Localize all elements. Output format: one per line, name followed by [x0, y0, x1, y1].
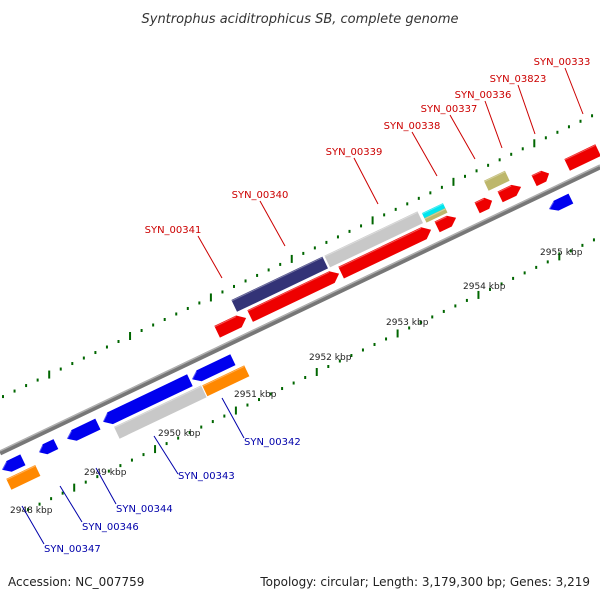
- gene-red-5[interactable]: [474, 197, 493, 214]
- gene-label-syn-00336[interactable]: SYN_00336: [455, 90, 512, 101]
- gene-blue-4[interactable]: [38, 439, 59, 455]
- gene-blue-1-highlight: [191, 371, 197, 381]
- leader-line-syn-03823: [517, 84, 536, 135]
- gene-blue-5-highlight: [1, 461, 7, 472]
- scale-label-2952: 2952 kbp: [309, 353, 352, 363]
- gene-label-syn-00341[interactable]: SYN_00341: [145, 225, 202, 236]
- gene-label-syn-03823[interactable]: SYN_03823: [490, 74, 547, 85]
- gene-red-4[interactable]: [434, 215, 457, 233]
- gene-orange-1[interactable]: [202, 365, 250, 397]
- gene-navy-1-highlight: [231, 257, 323, 302]
- gene-cyan-1-highlight: [421, 203, 444, 215]
- leader-line-syn-00337: [449, 114, 476, 160]
- leader-line-syn-00338: [411, 131, 438, 177]
- gene-red-8[interactable]: [564, 144, 600, 171]
- accession-text: Accession: NC_007759: [8, 575, 144, 589]
- genome-info-text: Topology: circular; Length: 3,179,300 bp…: [259, 575, 590, 589]
- genome-backbone: [0, 164, 600, 456]
- gene-blue-2[interactable]: [102, 374, 193, 425]
- gene-red-3[interactable]: [338, 227, 432, 279]
- gene-red-1-highlight: [214, 316, 237, 328]
- gene-label-syn-00339[interactable]: SYN_00339: [326, 147, 383, 158]
- gene-blue-2-highlight: [102, 413, 108, 423]
- genome-backbone-highlight: [0, 164, 600, 452]
- gene-blue-1[interactable]: [191, 354, 236, 382]
- gene-red-8-highlight: [564, 144, 596, 161]
- gene-blue-4-highlight: [38, 445, 44, 454]
- scale-label-2953: 2953 kbp: [386, 318, 429, 328]
- scale-label-2948: 2948 kbp: [10, 506, 53, 516]
- gene-cyan-1[interactable]: [421, 203, 446, 219]
- gene-gray-1[interactable]: [324, 211, 423, 268]
- gene-gray-1-highlight: [324, 211, 418, 258]
- gene-label-syn-00347[interactable]: SYN_00347: [44, 544, 101, 555]
- gene-red-2[interactable]: [247, 271, 340, 322]
- tick-marks: [2, 114, 595, 512]
- leader-line-syn-00342: [221, 397, 245, 439]
- gene-label-syn-00343[interactable]: SYN_00343: [178, 471, 235, 482]
- leader-line-syn-00347: [21, 505, 45, 545]
- leader-line-syn-00341: [197, 235, 223, 279]
- forward-gene-labels: SYN_00341 SYN_00340 SYN_00339 SYN_00338 …: [145, 57, 591, 279]
- gene-khaki-1-highlight: [424, 208, 446, 220]
- gene-khaki-2-highlight: [483, 171, 506, 183]
- gene-khaki-2[interactable]: [483, 170, 510, 191]
- gene-label-syn-00340[interactable]: SYN_00340: [232, 190, 289, 201]
- leader-line-syn-00346: [59, 485, 83, 523]
- gene-label-syn-00333[interactable]: SYN_00333: [534, 57, 591, 68]
- gene-label-syn-00338[interactable]: SYN_00338: [384, 121, 441, 132]
- gene-red-3-highlight: [338, 227, 422, 269]
- leader-line-syn-00343: [153, 435, 179, 475]
- gene-khaki-1[interactable]: [424, 208, 448, 223]
- reverse-gene-labels: SYN_00342 SYN_00343 SYN_00344 SYN_00346 …: [21, 397, 301, 555]
- leader-line-syn-00333: [564, 67, 584, 115]
- leader-line-syn-00340: [259, 200, 286, 247]
- gene-red-4-highlight: [434, 216, 447, 223]
- gene-orange-2-highlight: [5, 465, 36, 481]
- gene-orange-2[interactable]: [6, 465, 41, 490]
- gene-red-2-highlight: [247, 271, 330, 312]
- scale-label-2955: 2955 kbp: [540, 248, 583, 258]
- gene-blue-3-highlight: [66, 430, 72, 441]
- gene-red-5-highlight: [474, 198, 485, 204]
- scale-label-2950: 2950 kbp: [158, 429, 201, 439]
- gene-label-syn-00344[interactable]: SYN_00344: [116, 504, 173, 515]
- gene-orange-1-highlight: [201, 365, 245, 387]
- scale-label-2949: 2949 kbp: [84, 468, 127, 478]
- leader-line-syn-00336: [484, 100, 503, 149]
- gene-label-syn-00346[interactable]: SYN_00346: [82, 522, 139, 533]
- gene-navy-1[interactable]: [231, 256, 328, 312]
- gene-gray-2[interactable]: [114, 385, 207, 439]
- map-title: Syntrophus aciditrophicus SB, complete g…: [142, 12, 459, 27]
- gene-blue-5[interactable]: [1, 454, 26, 472]
- scale-label-2951: 2951 kbp: [234, 390, 277, 400]
- gene-blue-6[interactable]: [548, 193, 574, 211]
- gene-gray-2-highlight: [113, 385, 202, 429]
- gene-label-syn-00337[interactable]: SYN_00337: [421, 104, 478, 115]
- gene-red-7-highlight: [531, 171, 542, 177]
- gene-red-7[interactable]: [531, 170, 550, 187]
- leader-line-syn-00344: [95, 467, 117, 505]
- gene-features: [1, 144, 600, 490]
- gene-label-syn-00342[interactable]: SYN_00342: [244, 437, 301, 448]
- gene-red-1[interactable]: [214, 315, 247, 338]
- scale-labels: 2948 kbp 2949 kbp 2950 kbp 2951 kbp 2952…: [10, 248, 583, 516]
- gene-blue-3[interactable]: [66, 418, 101, 441]
- gene-red-6-highlight: [497, 185, 512, 193]
- gene-blue-6-highlight: [548, 201, 555, 211]
- leader-line-syn-00339: [353, 157, 379, 205]
- gene-red-6[interactable]: [497, 184, 522, 203]
- scale-label-2954: 2954 kbp: [463, 282, 506, 292]
